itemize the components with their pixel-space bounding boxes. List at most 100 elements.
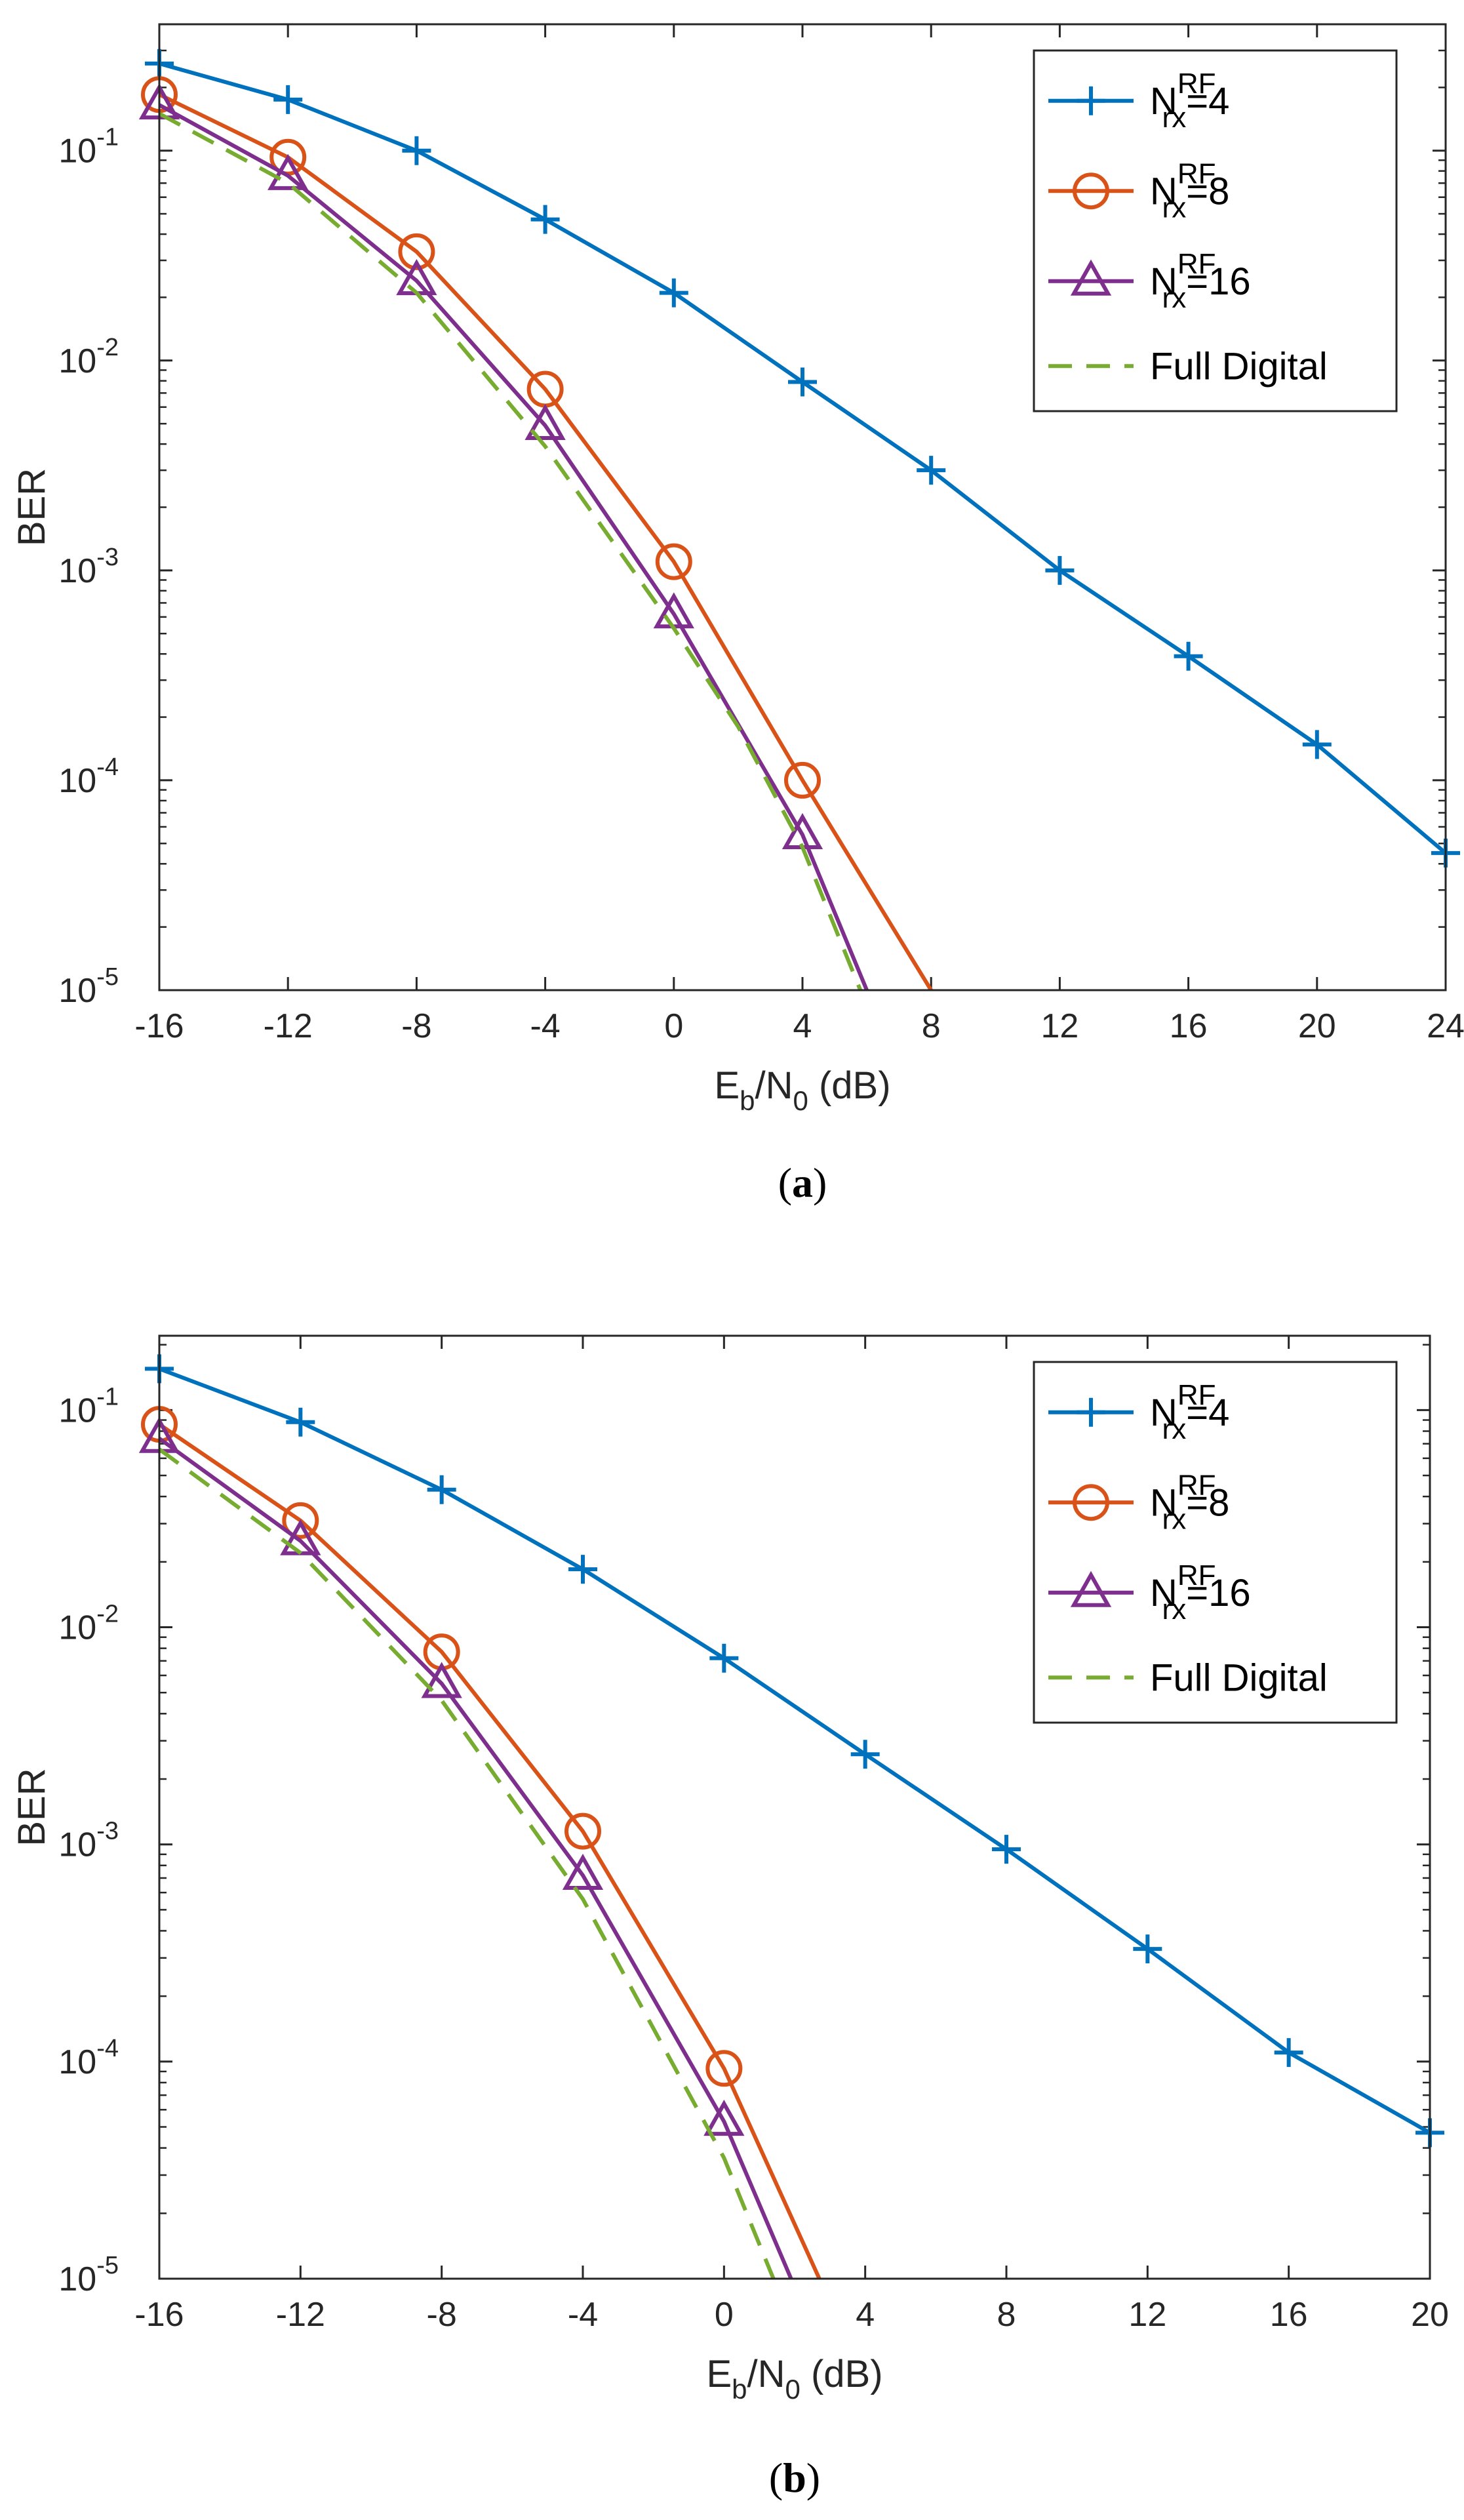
data-point xyxy=(568,1555,597,1584)
legend-label-4: Full Digital xyxy=(1150,345,1328,388)
y-tick-label: 10-3 xyxy=(58,544,119,590)
legend-marker-3 xyxy=(1070,259,1112,296)
x-tick-label: 20 xyxy=(1411,2296,1449,2334)
series-1-polyline xyxy=(159,1367,1430,2135)
y-tick-label: 10-5 xyxy=(58,2252,119,2298)
series-3-polyline xyxy=(159,103,869,990)
legend-label-2: NRF rx=8 xyxy=(1150,157,1229,224)
panel-caption: (b) xyxy=(769,2454,820,2501)
caption-paren-open: ( xyxy=(778,1159,792,1206)
x-tick-label: 8 xyxy=(922,1007,941,1045)
legend-label-3: NRF rx=16 xyxy=(1150,1559,1251,1626)
legend-label-1: NRF rx=4 xyxy=(1150,68,1229,134)
x-tick-label: 12 xyxy=(1128,2296,1166,2334)
y-tick-label: 10-1 xyxy=(58,124,119,170)
x-tick-label: -8 xyxy=(401,1007,431,1045)
x-tick-label: 4 xyxy=(856,2296,875,2334)
x-tick-label: 8 xyxy=(997,2296,1016,2334)
data-point xyxy=(917,456,946,485)
legend-label-4: Full Digital xyxy=(1150,1656,1328,1699)
data-point xyxy=(282,1502,319,1539)
x-tick-label: 24 xyxy=(1427,1007,1464,1045)
x-tick-label: 12 xyxy=(1040,1007,1078,1045)
x-tick-label: 4 xyxy=(793,1007,812,1045)
legend: NRF rx=4 NRF rx=8 NRF rx=16 Full Digital xyxy=(1033,1361,1398,1724)
data-point xyxy=(1274,2038,1303,2068)
data-point xyxy=(530,205,560,234)
caption-letter: a xyxy=(792,1159,813,1206)
legend-box xyxy=(1033,49,1398,412)
data-point xyxy=(709,1643,739,1673)
y-minor-ticks xyxy=(159,23,1446,928)
y-tick-label: 10-2 xyxy=(58,1601,119,1647)
x-tick-label: -16 xyxy=(134,2296,184,2334)
x-tick-label: 16 xyxy=(1270,2296,1308,2334)
series-4-polyline xyxy=(159,111,863,990)
axes-box xyxy=(158,1334,1431,2280)
panel-b: 10-1 10-2 10-3 10-4 10-5 -16 -12 -8 -4 0 4 8 12 16 20 B… xyxy=(10,1334,1449,2501)
legend-marker-3 xyxy=(1070,1570,1112,1607)
x-axis-label: Eb/N0 (dB) xyxy=(714,1064,890,1116)
legend-label-3: NRF rx=16 xyxy=(1150,248,1251,314)
legend-box xyxy=(1033,1361,1398,1724)
data-point xyxy=(705,2050,743,2087)
data-point xyxy=(1302,730,1332,759)
legend-marker-2 xyxy=(1073,1484,1109,1521)
caption-paren-open: ( xyxy=(769,2454,783,2501)
data-point xyxy=(655,543,692,580)
data-point xyxy=(273,85,303,114)
series-3-polyline xyxy=(159,1437,793,2279)
x-tick-label: 0 xyxy=(715,2296,734,2334)
x-tick-label: -16 xyxy=(134,1007,184,1045)
x-tick-label: -4 xyxy=(568,2296,598,2334)
panel-a: 10-1 10-2 10-3 10-4 10-5 -16 -12 -8 -4 0 4 8 12 16 20 2… xyxy=(10,23,1464,1206)
legend-marker-1 xyxy=(1077,1397,1105,1427)
x-tick-label: -12 xyxy=(264,1007,313,1045)
data-point xyxy=(267,153,309,190)
x-axis-label: Eb/N0 (dB) xyxy=(706,2353,882,2405)
series-3-line xyxy=(159,1437,793,2279)
legend-marker-1 xyxy=(1077,86,1105,115)
data-point xyxy=(427,1475,456,1504)
data-point xyxy=(421,1662,462,1698)
data-point xyxy=(1133,1934,1162,1964)
legend: NRF rx=4 NRF rx=8 NRF rx=16 Full Digital xyxy=(1033,49,1398,412)
series-1-markers xyxy=(145,49,1460,868)
y-minor-ticks xyxy=(159,1344,1430,2214)
data-point xyxy=(703,2100,745,2136)
x-tick-label: -8 xyxy=(427,2296,457,2334)
series-2-line xyxy=(159,1422,821,2279)
data-point xyxy=(286,1407,315,1437)
data-point xyxy=(402,136,431,165)
data-point xyxy=(564,1812,601,1850)
caption-letter: b xyxy=(783,2454,806,2501)
series-4-polyline xyxy=(159,1447,776,2279)
x-tick-label: 20 xyxy=(1298,1007,1336,1045)
y-tick-label: 10-1 xyxy=(58,1383,119,1430)
series-2-polyline xyxy=(159,1422,821,2279)
data-point xyxy=(1045,555,1075,585)
y-axis-label: BER xyxy=(10,1768,53,1846)
series-1-line xyxy=(159,1367,1430,2135)
caption-paren-close: ) xyxy=(806,2454,820,2501)
data-point xyxy=(850,1740,880,1769)
x-tick-label: -4 xyxy=(530,1007,560,1045)
legend-label-1: NRF rx=4 xyxy=(1150,1379,1229,1445)
panel-caption: (a) xyxy=(778,1159,827,1206)
y-tick-label: 10-2 xyxy=(58,334,119,380)
data-point xyxy=(788,367,817,397)
data-point xyxy=(524,403,566,440)
data-point xyxy=(784,761,821,799)
data-point xyxy=(1174,641,1203,671)
y-tick-label: 10-5 xyxy=(58,963,119,1010)
x-tick-label: 16 xyxy=(1170,1007,1208,1045)
series-4-line xyxy=(159,1447,776,2279)
caption-paren-close: ) xyxy=(813,1159,827,1206)
data-point xyxy=(992,1835,1021,1864)
series-3-line xyxy=(159,103,869,990)
axes-box xyxy=(158,23,1447,991)
y-tick-label: 10-3 xyxy=(58,1818,119,1864)
data-point xyxy=(659,278,688,308)
